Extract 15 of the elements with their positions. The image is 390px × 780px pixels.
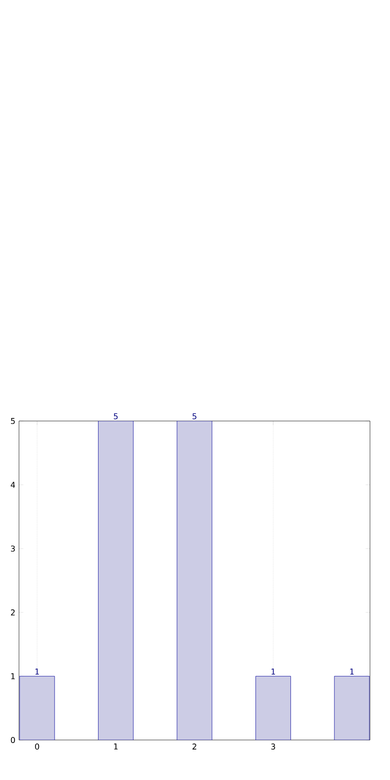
x-tick-label: 0	[35, 744, 40, 750]
y-tick-label: 5	[10, 418, 15, 424]
y-tick-label: 4	[10, 482, 16, 488]
x-tick-label: 1	[114, 744, 118, 750]
data-label: 1	[35, 668, 39, 674]
x-tick-label: 3	[271, 744, 276, 750]
y-tick-label: 0	[10, 736, 15, 744]
x-tick-label: 2	[192, 744, 196, 750]
y-tick-label: 3	[10, 546, 15, 552]
data-label: 1	[272, 668, 275, 674]
data-label: 5	[192, 413, 196, 420]
data-label: 1	[350, 668, 354, 674]
data-label: 5	[114, 413, 118, 420]
y-tick-label: 1	[11, 673, 15, 680]
y-tick-label: 2	[10, 609, 15, 616]
